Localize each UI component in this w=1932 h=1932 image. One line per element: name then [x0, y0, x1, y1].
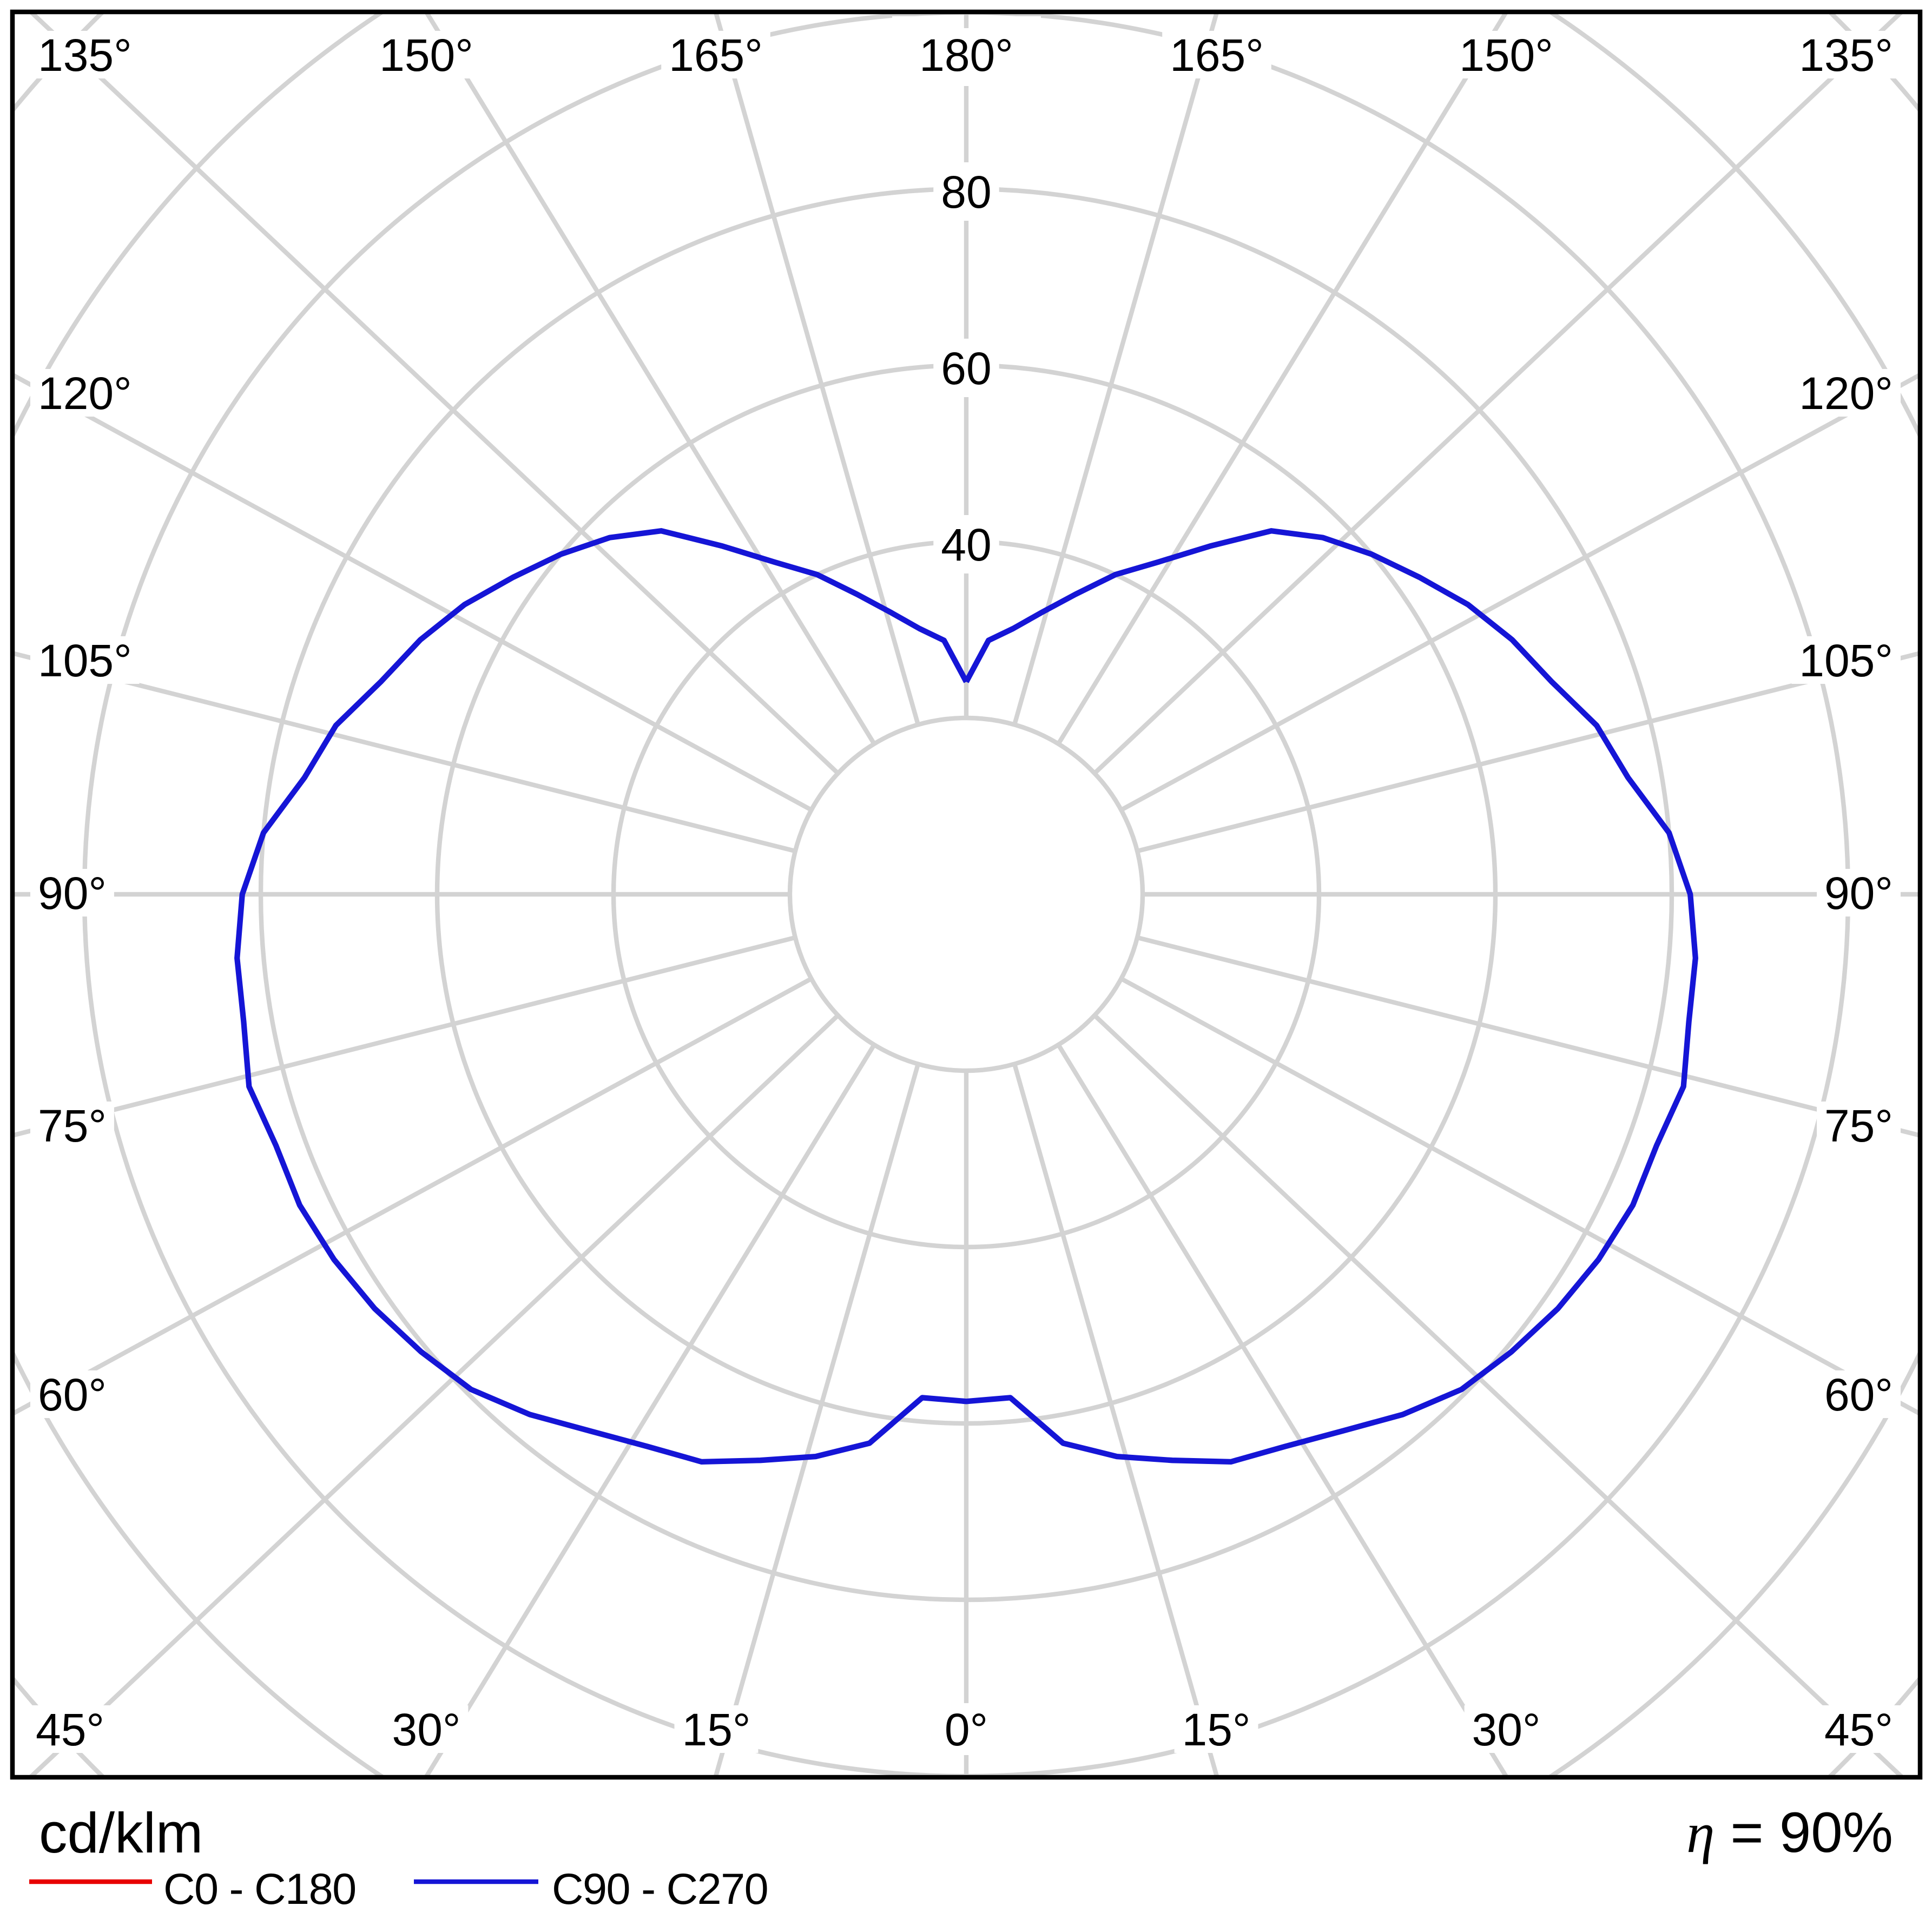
svg-text:90°: 90° — [38, 868, 107, 919]
svg-text:40: 40 — [941, 519, 991, 570]
svg-text:60°: 60° — [38, 1369, 107, 1420]
svg-text:80: 80 — [941, 167, 991, 217]
svg-text:150°: 150° — [1459, 30, 1553, 81]
svg-text:15°: 15° — [682, 1704, 750, 1755]
svg-text:75°: 75° — [38, 1100, 107, 1151]
svg-text:90°: 90° — [1824, 868, 1893, 919]
svg-text:C90 - C270: C90 - C270 — [552, 1865, 768, 1914]
svg-text:105°: 105° — [1799, 635, 1893, 686]
svg-text:45°: 45° — [36, 1704, 104, 1755]
svg-text:135°: 135° — [1799, 30, 1893, 81]
svg-text:30°: 30° — [392, 1704, 460, 1755]
svg-text:0°: 0° — [945, 1704, 988, 1755]
svg-text:15°: 15° — [1182, 1704, 1250, 1755]
svg-text:45°: 45° — [1824, 1704, 1893, 1755]
svg-text:cd/klm: cd/klm — [39, 1802, 203, 1865]
svg-text:30°: 30° — [1472, 1704, 1540, 1755]
svg-text:135°: 135° — [38, 30, 132, 81]
svg-text:120°: 120° — [38, 368, 132, 419]
svg-text:75°: 75° — [1824, 1100, 1893, 1151]
svg-text:η = 90%: η = 90% — [1686, 1801, 1893, 1864]
svg-text:60: 60 — [941, 343, 991, 394]
svg-text:180°: 180° — [919, 30, 1013, 81]
svg-text:165°: 165° — [669, 30, 763, 81]
svg-text:60°: 60° — [1824, 1369, 1893, 1420]
svg-text:150°: 150° — [379, 30, 473, 81]
svg-text:120°: 120° — [1799, 368, 1893, 419]
svg-text:165°: 165° — [1170, 30, 1264, 81]
svg-text:C0 - C180: C0 - C180 — [163, 1865, 356, 1914]
svg-text:105°: 105° — [38, 635, 132, 686]
